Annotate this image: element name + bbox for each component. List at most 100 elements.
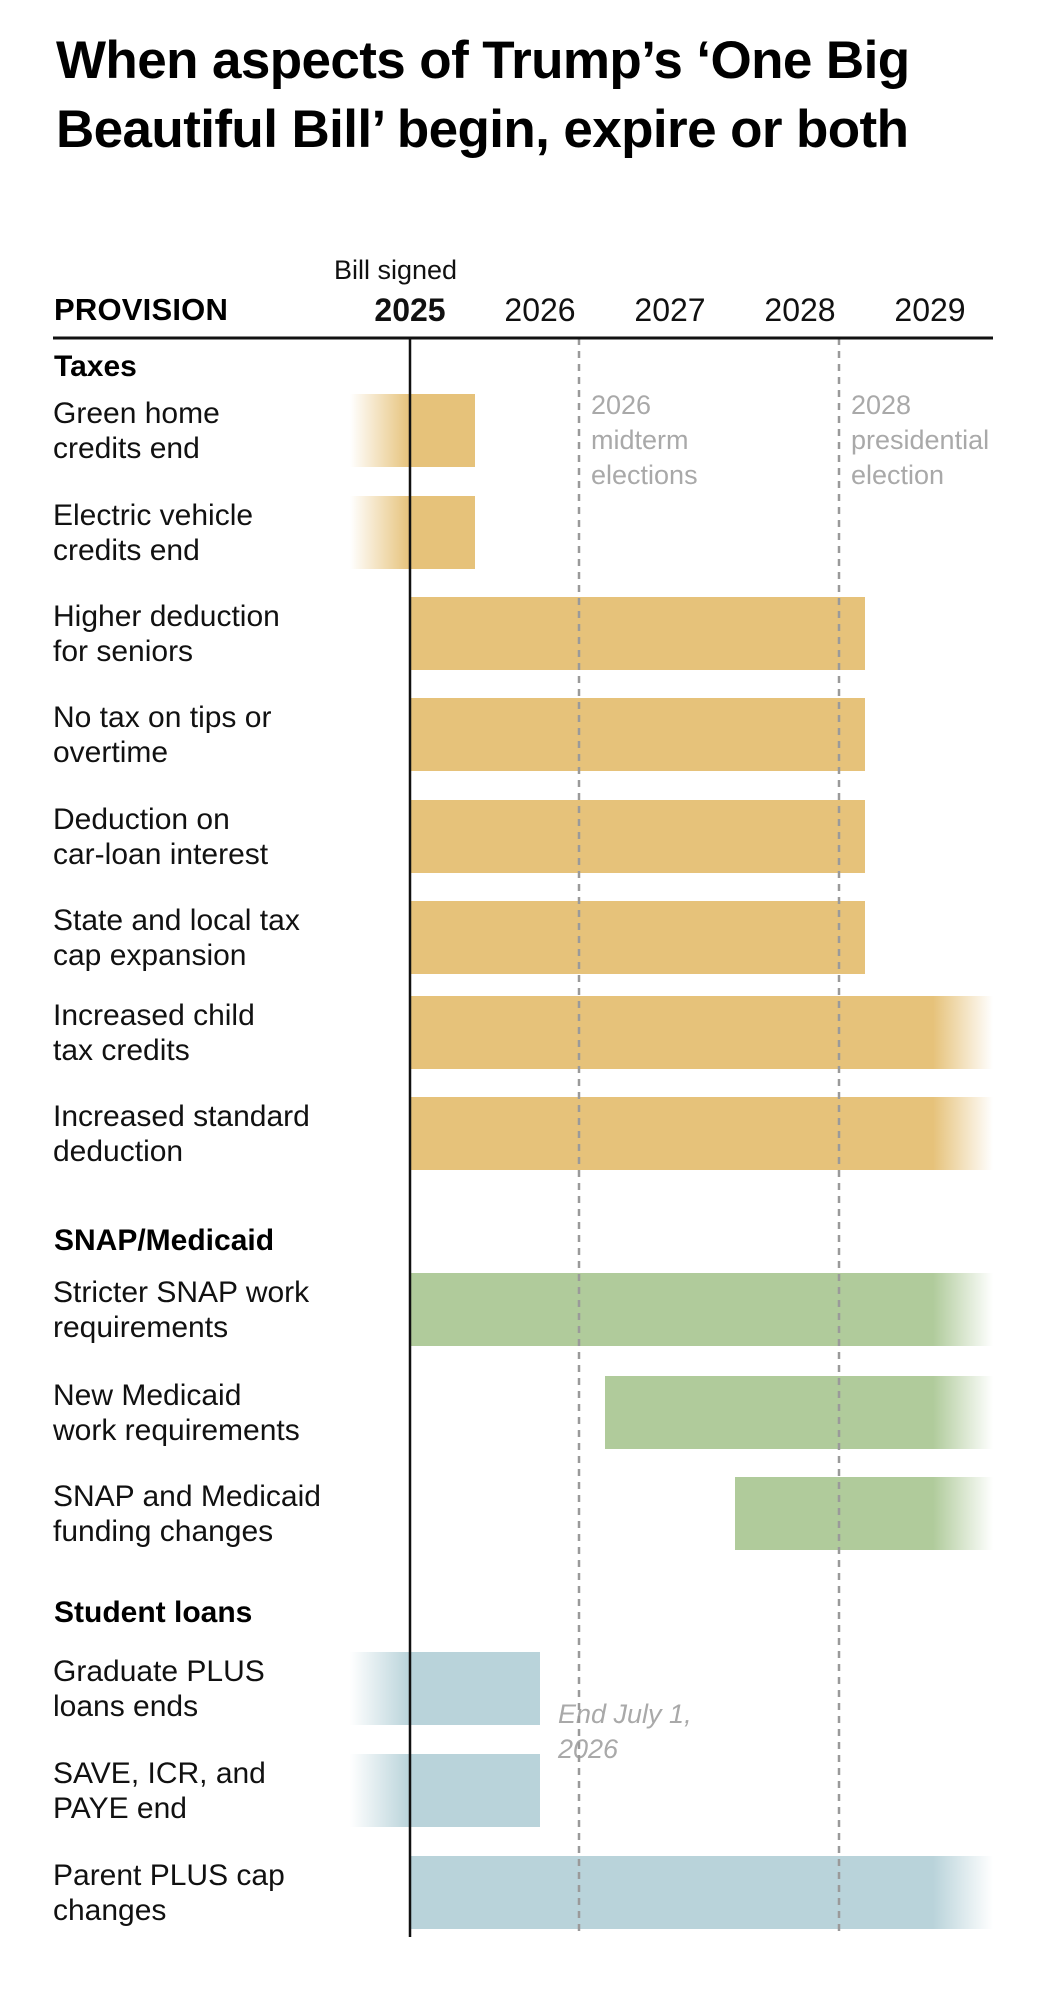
election-annotation-line: election xyxy=(851,460,945,490)
provision-label-line: credits end xyxy=(53,533,200,567)
x-tick-label-2025: 2025 xyxy=(374,292,446,328)
bar xyxy=(410,597,865,670)
bar xyxy=(410,901,865,974)
x-tick-label-2027: 2027 xyxy=(634,292,706,328)
election-annotation-line: 2026 xyxy=(591,390,652,420)
provision-label-line: SAVE, ICR, and xyxy=(53,1756,266,1790)
bar-solid xyxy=(410,496,475,569)
bar xyxy=(410,698,865,771)
provision-label-line: Increased child xyxy=(53,998,255,1032)
provision-label-line: work requirements xyxy=(53,1413,300,1447)
bar xyxy=(410,1856,993,1929)
bar xyxy=(410,1097,993,1170)
bar-fade-start xyxy=(350,496,410,569)
provision-label-line: Green home xyxy=(53,396,220,430)
provision-label-line: PAYE end xyxy=(53,1791,187,1825)
provision-label-line: New Medicaid xyxy=(53,1378,242,1412)
reference-lines-group xyxy=(577,338,841,1937)
election-annotation: 2028 presidential election xyxy=(851,388,989,493)
x-tick-label-2029: 2029 xyxy=(894,292,966,328)
section-heading-snap-medicaid: SNAP/Medicaid xyxy=(54,1224,275,1257)
bar-fade-end xyxy=(933,1477,993,1550)
provision-label: New Medicaid work requirements xyxy=(53,1378,383,1448)
provision-label-line: Parent PLUS cap xyxy=(53,1858,285,1892)
end-date-annotation: End July 1, 2026 xyxy=(558,1697,692,1767)
bar-solid xyxy=(410,1856,933,1929)
provision-label-line: State and local tax xyxy=(53,903,300,937)
bar-fade-end xyxy=(933,1856,993,1929)
provision-column-header: PROVISION xyxy=(54,292,229,327)
provision-label-line: overtime xyxy=(53,735,169,769)
provision-label-line: car-loan interest xyxy=(53,837,269,871)
bar-fade-end xyxy=(933,996,993,1069)
provision-label: SNAP and Medicaid funding changes xyxy=(53,1479,383,1549)
section-heading-student-loans: Student loans xyxy=(54,1596,253,1629)
provision-label-line: tax credits xyxy=(53,1033,190,1067)
provision-label-line: cap expansion xyxy=(53,938,247,972)
provision-label: State and local tax cap expansion xyxy=(53,903,383,973)
bar-solid xyxy=(410,800,865,873)
bar xyxy=(735,1477,993,1550)
bar xyxy=(410,1273,993,1346)
axis-group xyxy=(53,336,993,1937)
provision-label-line: credits end xyxy=(53,431,200,465)
bar-fade-end xyxy=(933,1376,993,1449)
provision-label: Increased standard deduction xyxy=(53,1099,383,1169)
bar xyxy=(350,1754,540,1827)
bars-group xyxy=(350,394,993,1929)
provision-label-line: Increased standard xyxy=(53,1099,310,1133)
provision-label-line: requirements xyxy=(53,1310,229,1344)
chart-title: When aspects of Trump’s ‘One Big Beautif… xyxy=(56,31,910,159)
bar xyxy=(350,394,475,467)
bar-solid xyxy=(410,394,475,467)
bar-fade-end xyxy=(933,1273,993,1346)
bar-solid xyxy=(410,698,865,771)
election-annotation-line: midterm xyxy=(591,425,689,455)
provision-label: Higher deduction for seniors xyxy=(53,599,383,669)
provision-label: Electric vehicle credits end xyxy=(53,498,383,568)
bill-signed-label: Bill signed xyxy=(334,255,458,285)
bar-fade-start xyxy=(350,1652,410,1725)
provision-label-line: deduction xyxy=(53,1134,184,1168)
provision-label-line: Higher deduction xyxy=(53,599,280,633)
election-annotation-line: 2028 xyxy=(851,390,912,420)
provision-label-line: Stricter SNAP work xyxy=(53,1275,310,1309)
provision-label: Graduate PLUS loans ends xyxy=(53,1654,383,1724)
bar-fade-start xyxy=(350,394,410,467)
provision-label: SAVE, ICR, and PAYE end xyxy=(53,1756,383,1826)
election-annotation-line: presidential xyxy=(851,425,990,455)
x-tick-label-2028: 2028 xyxy=(764,292,836,328)
election-annotation-line: elections xyxy=(591,460,698,490)
bar xyxy=(410,800,865,873)
bar-fade-start xyxy=(350,1754,410,1827)
bar xyxy=(605,1376,993,1449)
bar-solid xyxy=(735,1477,933,1550)
provision-label-line: for seniors xyxy=(53,634,194,668)
bar xyxy=(350,1652,540,1725)
bar-solid xyxy=(410,1097,933,1170)
provision-label-line: SNAP and Medicaid xyxy=(53,1479,321,1513)
bar-solid xyxy=(410,1652,540,1725)
provision-label-line: Electric vehicle xyxy=(53,498,254,532)
provision-label-line: changes xyxy=(53,1893,167,1927)
provision-label: Green home credits end xyxy=(53,396,383,466)
bar-solid xyxy=(410,1754,540,1827)
bar-solid xyxy=(410,901,865,974)
bar xyxy=(410,996,993,1069)
provision-label-line: Graduate PLUS xyxy=(53,1654,265,1688)
election-annotation: 2026 midterm elections xyxy=(591,388,698,493)
provision-label: Stricter SNAP work requirements xyxy=(53,1275,383,1345)
provision-label-line: Deduction on xyxy=(53,802,230,836)
x-tick-label-2026: 2026 xyxy=(504,292,576,328)
provision-label-line: No tax on tips or xyxy=(53,700,272,734)
bar xyxy=(350,496,475,569)
provision-label: Parent PLUS cap changes xyxy=(53,1858,383,1928)
bar-solid xyxy=(605,1376,933,1449)
provision-label-line: loans ends xyxy=(53,1689,199,1723)
end-date-annotation-line: End July 1, xyxy=(558,1699,692,1729)
end-date-annotation-line: 2026 xyxy=(558,1734,619,1764)
section-heading-taxes: Taxes xyxy=(54,350,137,383)
bar-fade-end xyxy=(933,1097,993,1170)
bar-solid xyxy=(410,597,865,670)
bar-solid xyxy=(410,1273,933,1346)
